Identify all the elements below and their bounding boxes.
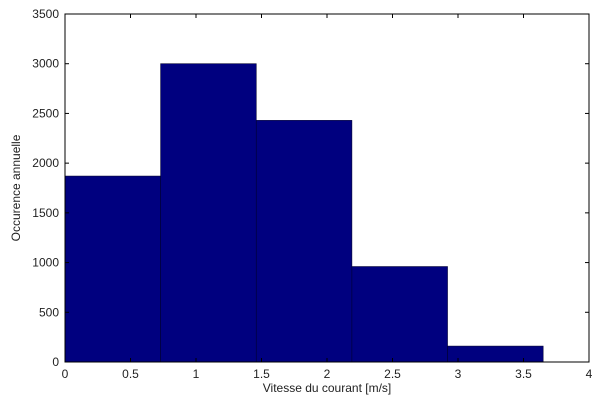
y-tick-label: 1000	[32, 256, 59, 270]
x-axis-label: Vitesse du courant [m/s]	[263, 381, 392, 395]
y-tick-label: 500	[39, 305, 59, 319]
histogram-bar-3	[255, 120, 353, 363]
bars-layer	[64, 63, 544, 363]
y-tick-label: 2500	[32, 106, 59, 120]
y-tick-label: 1500	[32, 206, 59, 220]
histogram-bar-5	[447, 345, 544, 363]
x-tick-label: 1.5	[253, 367, 270, 381]
x-tick-label: 4	[586, 367, 593, 381]
x-tick-label: 3	[455, 367, 462, 381]
y-tick-label: 0	[52, 355, 59, 369]
ticks-layer: 0 0.5 1 1.5 2 2.5 3 3.5 4 0 500 1000 1500 2000 2500 300…	[32, 7, 592, 381]
y-axis-label: Occurence annuelle	[9, 134, 23, 241]
histogram-bar-2	[160, 63, 257, 363]
y-tick-label: 3500	[32, 7, 59, 21]
y-tick-label: 2000	[32, 156, 59, 170]
histogram-bar-4	[351, 266, 448, 363]
x-tick-label: 3.5	[515, 367, 532, 381]
y-tick-label: 3000	[32, 57, 59, 71]
x-tick-label: 2	[324, 367, 331, 381]
x-tick-label: 0	[62, 367, 69, 381]
x-tick-label: 0.5	[122, 367, 139, 381]
x-tick-label: 2.5	[384, 367, 401, 381]
histogram-bar-1	[64, 175, 161, 363]
x-tick-label: 1	[193, 367, 200, 381]
